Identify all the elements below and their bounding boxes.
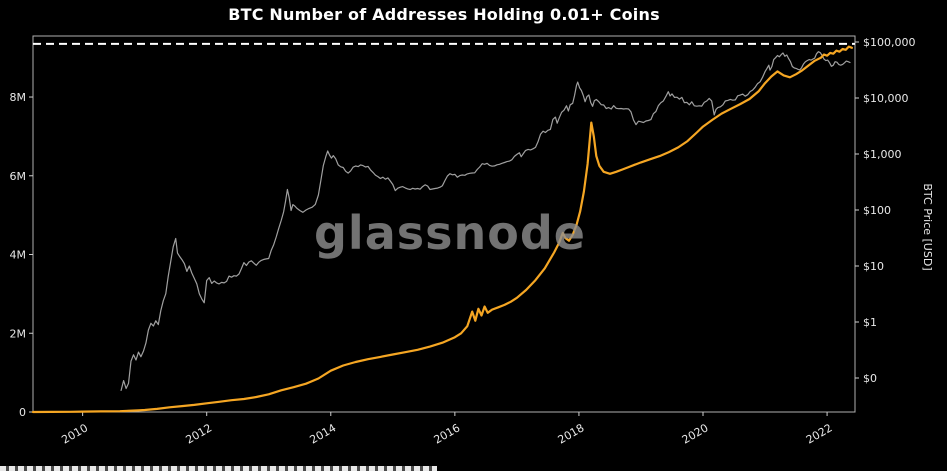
plot-border	[32, 35, 856, 413]
y-right-tick-label: $10	[863, 260, 884, 273]
y-right-tick-label: $10,000	[863, 92, 909, 105]
price-series-line	[120, 51, 851, 391]
y-right-tick-label: $100	[863, 204, 891, 217]
y-left-tick-label: 8M	[10, 91, 27, 104]
y-right-tick-label: $0	[863, 372, 877, 385]
y-left-tick-label: 0	[19, 406, 26, 419]
bottom-edge-bar	[0, 466, 437, 471]
y-right-tick-label: $100,000	[863, 36, 916, 49]
x-axis-tick-label: 2020	[680, 421, 711, 446]
addresses-series-line	[31, 45, 853, 414]
right-axis-title: BTC Price [USD]	[921, 183, 934, 270]
x-axis-tick-label: 2022	[804, 421, 835, 446]
x-axis-tick-label: 2010	[59, 421, 90, 446]
x-axis-tick-label: 2016	[432, 421, 463, 446]
x-axis-tick-label: 2012	[183, 421, 214, 446]
y-left-tick-label: 4M	[10, 249, 27, 262]
x-axis-tick-label: 2018	[556, 421, 587, 446]
y-right-tick-label: $1,000	[863, 148, 902, 161]
glassnode-watermark: glassnode	[314, 206, 586, 260]
y-left-tick-label: 2M	[10, 327, 27, 340]
y-left-tick-label: 6M	[10, 170, 27, 183]
chart-title: BTC Number of Addresses Holding 0.01+ Co…	[228, 5, 660, 24]
y-right-tick-label: $1	[863, 316, 877, 329]
x-axis-tick-label: 2014	[308, 421, 339, 446]
